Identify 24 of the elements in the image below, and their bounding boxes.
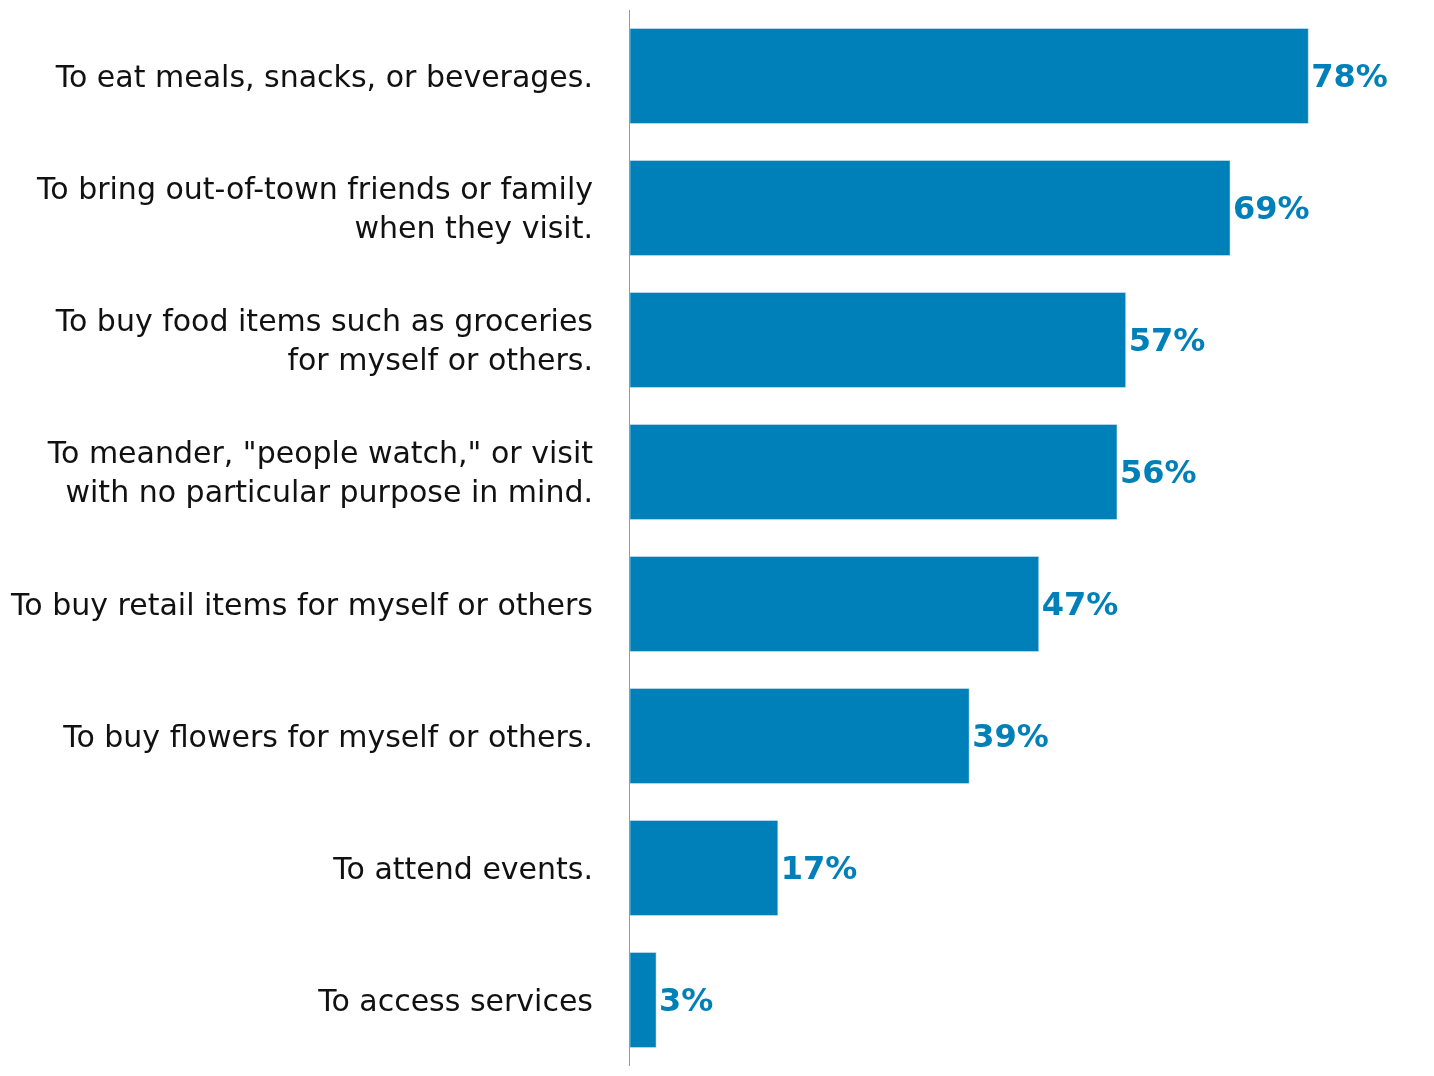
data-label: 3%: [659, 981, 714, 1019]
y-tick-label: To buy flowers for myself or others.: [62, 718, 593, 754]
y-tick-label: To bring out-of-town friends or family when they visit.: [36, 171, 593, 245]
y-tick-label: To buy retail items for myself or others: [10, 586, 593, 622]
bar: [630, 28, 1309, 124]
y-tick-label: To access services: [317, 982, 593, 1018]
y-tick-label: To meander, "people watch," or visit with no particular purpose in mind.: [46, 435, 594, 509]
data-label: 56%: [1119, 453, 1197, 491]
bar: [630, 292, 1126, 388]
y-tick-label: To attend events.: [332, 850, 593, 886]
bar: [630, 556, 1039, 652]
bar: [630, 160, 1231, 256]
data-label: 39%: [972, 717, 1049, 755]
data-label: 57%: [1128, 321, 1206, 359]
data-label: 17%: [780, 849, 858, 887]
data-label: 78%: [1311, 57, 1388, 95]
data-label: 47%: [1041, 585, 1119, 623]
bar: [630, 424, 1118, 520]
bar: [630, 688, 970, 784]
bar: [630, 820, 779, 916]
bar: [630, 952, 657, 1048]
y-tick-label: To buy food items such as groceries for myself or others.: [54, 303, 593, 377]
y-tick-label: To eat meals, snacks, or beverages.: [54, 58, 593, 94]
data-label: 69%: [1233, 189, 1310, 227]
